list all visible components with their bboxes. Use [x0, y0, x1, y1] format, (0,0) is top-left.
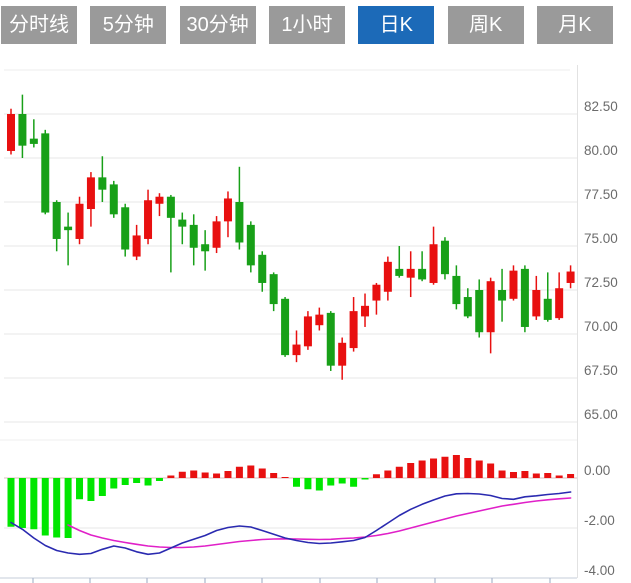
- tab-5min[interactable]: 5分钟: [90, 6, 167, 44]
- kline-chart-area[interactable]: 82.50 80.00 77.50 75.00 72.50 70.00 67.50 65.00…: [0, 45, 631, 583]
- svg-text:77.50: 77.50: [584, 187, 618, 202]
- svg-text:80.00: 80.00: [584, 143, 618, 158]
- tab-1hour[interactable]: 1小时: [268, 6, 345, 44]
- candles-layer: [7, 94, 575, 380]
- dea-line: [67, 497, 572, 549]
- svg-text:-4.00: -4.00: [584, 563, 615, 578]
- axis-labels: 82.50 80.00 77.50 75.00 72.50 70.00 67.50 65.00…: [584, 99, 618, 578]
- svg-text:75.00: 75.00: [584, 231, 618, 246]
- svg-text:82.50: 82.50: [584, 99, 618, 114]
- tab-timeline[interactable]: 分时线: [1, 6, 77, 44]
- svg-text:67.50: 67.50: [584, 363, 618, 378]
- kline-chart-svg[interactable]: 82.50 80.00 77.50 75.00 72.50 70.00 67.50 65.00…: [0, 45, 631, 583]
- svg-text:65.00: 65.00: [584, 407, 618, 422]
- svg-text:-2.00: -2.00: [584, 513, 615, 528]
- tab-30min[interactable]: 30分钟: [179, 6, 256, 44]
- tab-monthly-k[interactable]: 月K: [536, 6, 613, 44]
- macd-histogram: [7, 455, 575, 538]
- svg-text:70.00: 70.00: [584, 319, 618, 334]
- kline-period-tabbar: 分时线 5分钟 30分钟 1小时 日K 周K 月K: [1, 6, 613, 44]
- tab-daily-k[interactable]: 日K: [358, 6, 435, 44]
- dif-line: [10, 491, 572, 556]
- svg-text:72.50: 72.50: [584, 275, 618, 290]
- tab-weekly-k[interactable]: 周K: [447, 6, 524, 44]
- svg-text:0.00: 0.00: [584, 463, 610, 478]
